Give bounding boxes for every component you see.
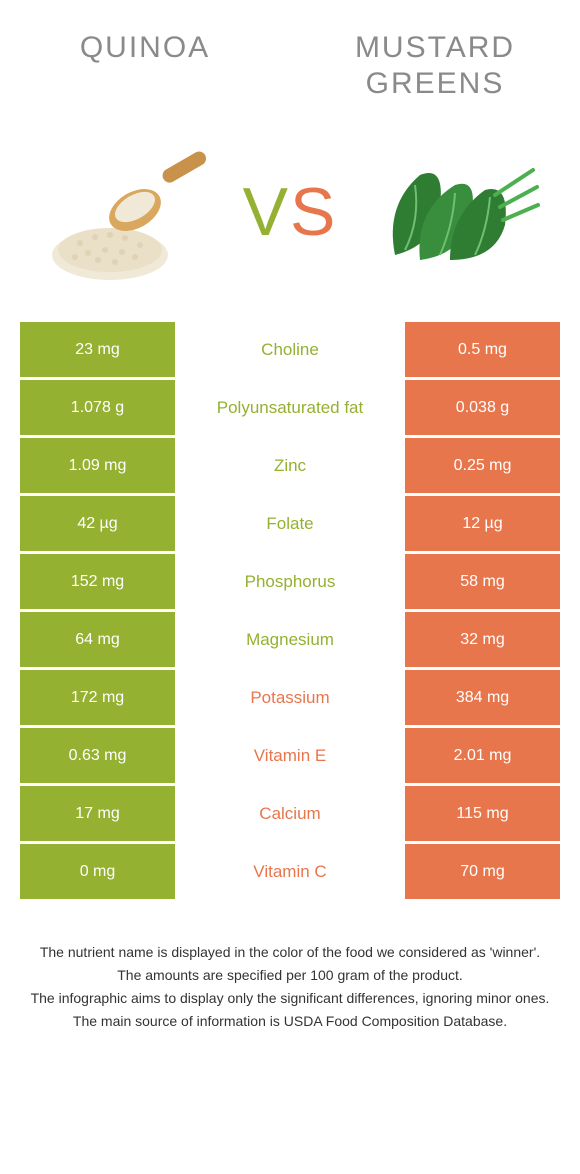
vs-s: S: [290, 174, 337, 250]
nutrient-right-value: 12 µg: [405, 496, 560, 551]
nutrient-row: 23 mgCholine0.5 mg: [20, 322, 560, 377]
nutrient-right-value: 70 mg: [405, 844, 560, 899]
nutrient-right-value: 2.01 mg: [405, 728, 560, 783]
title-left-col: Quinoa: [0, 30, 290, 102]
footnote-line: The amounts are specified per 100 gram o…: [30, 965, 550, 986]
nutrient-left-value: 42 µg: [20, 496, 175, 551]
nutrient-name: Potassium: [175, 670, 405, 725]
nutrient-name: Vitamin C: [175, 844, 405, 899]
nutrient-left-value: 0.63 mg: [20, 728, 175, 783]
nutrient-name: Polyunsaturated fat: [175, 380, 405, 435]
footnote-line: The nutrient name is displayed in the co…: [30, 942, 550, 963]
nutrient-row: 17 mgCalcium115 mg: [20, 786, 560, 841]
titles-row: Quinoa Mustard Greens: [0, 0, 580, 102]
footnotes: The nutrient name is displayed in the co…: [0, 902, 580, 1054]
nutrient-left-value: 23 mg: [20, 322, 175, 377]
food-left-title: Quinoa: [0, 30, 290, 66]
nutrient-left-value: 1.09 mg: [20, 438, 175, 493]
nutrient-row: 42 µgFolate12 µg: [20, 496, 560, 551]
nutrient-left-value: 152 mg: [20, 554, 175, 609]
nutrient-left-value: 0 mg: [20, 844, 175, 899]
nutrient-right-value: 32 mg: [405, 612, 560, 667]
vs-v: V: [243, 174, 290, 250]
footnote-line: The infographic aims to display only the…: [30, 988, 550, 1009]
title-right-col: Mustard Greens: [290, 30, 580, 102]
nutrient-row: 1.078 gPolyunsaturated fat0.038 g: [20, 380, 560, 435]
nutrient-right-value: 115 mg: [405, 786, 560, 841]
nutrient-table: 23 mgCholine0.5 mg1.078 gPolyunsaturated…: [0, 322, 580, 899]
nutrient-right-value: 384 mg: [405, 670, 560, 725]
nutrient-row: 152 mgPhosphorus58 mg: [20, 554, 560, 609]
images-row: VS: [0, 102, 580, 322]
nutrient-right-value: 58 mg: [405, 554, 560, 609]
nutrient-name: Choline: [175, 322, 405, 377]
food-right-title: Mustard Greens: [290, 30, 580, 102]
food-left-image: [40, 135, 215, 290]
nutrient-name: Calcium: [175, 786, 405, 841]
nutrient-row: 64 mgMagnesium32 mg: [20, 612, 560, 667]
nutrient-row: 1.09 mgZinc0.25 mg: [20, 438, 560, 493]
nutrient-name: Vitamin E: [175, 728, 405, 783]
nutrient-left-value: 172 mg: [20, 670, 175, 725]
footnote-line: The main source of information is USDA F…: [30, 1011, 550, 1032]
nutrient-name: Magnesium: [175, 612, 405, 667]
nutrient-right-value: 0.25 mg: [405, 438, 560, 493]
nutrient-row: 0.63 mgVitamin E2.01 mg: [20, 728, 560, 783]
nutrient-row: 172 mgPotassium384 mg: [20, 670, 560, 725]
nutrient-left-value: 17 mg: [20, 786, 175, 841]
nutrient-name: Folate: [175, 496, 405, 551]
nutrient-right-value: 0.5 mg: [405, 322, 560, 377]
nutrient-left-value: 64 mg: [20, 612, 175, 667]
nutrient-row: 0 mgVitamin C70 mg: [20, 844, 560, 899]
nutrient-left-value: 1.078 g: [20, 380, 175, 435]
nutrient-name: Zinc: [175, 438, 405, 493]
food-right-image: [365, 135, 540, 290]
nutrient-name: Phosphorus: [175, 554, 405, 609]
nutrient-right-value: 0.038 g: [405, 380, 560, 435]
vs-label: VS: [243, 173, 338, 251]
